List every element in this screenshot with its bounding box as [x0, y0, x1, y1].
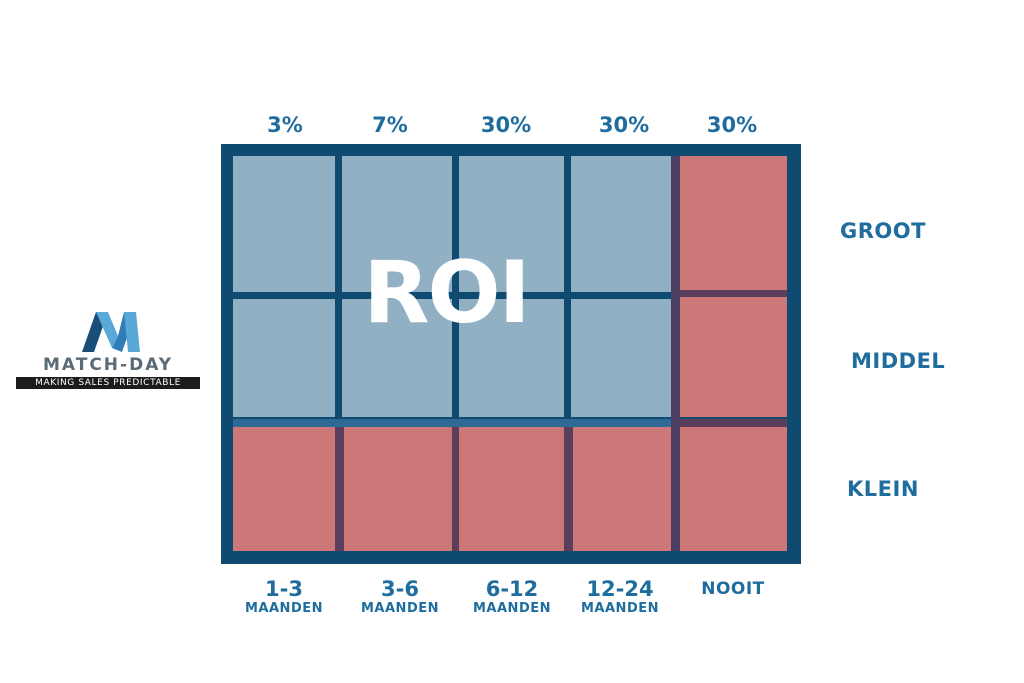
logo-name: MATCH-DAY [42, 355, 174, 375]
grid-separator-red-col [671, 156, 680, 551]
percentage-col-1: 3% [267, 113, 303, 137]
cell-groot-5 [680, 156, 787, 290]
cell-klein-5 [680, 427, 787, 551]
cell-klein-4 [573, 427, 673, 551]
match-day-logo: MATCH-DAY MAKING SALES PREDICTABLE [14, 308, 200, 392]
column-range-3: 6-12 [485, 577, 539, 601]
column-label-1: 1-3 MAANDEN [224, 577, 344, 617]
match-day-m-icon [82, 312, 140, 352]
row-label-klein: KLEIN [847, 477, 919, 501]
grid-separator-klein-3 [564, 427, 573, 551]
column-label-3: 6-12 MAANDEN [452, 577, 572, 617]
column-unit-3: MAANDEN [473, 601, 551, 616]
column-unit-4: MAANDEN [581, 601, 659, 616]
column-unit-1: MAANDEN [245, 601, 323, 616]
row-label-groot: GROOT [840, 219, 926, 243]
cell-middel-2 [342, 299, 452, 417]
cell-klein-1 [233, 427, 335, 551]
cell-klein-3 [459, 427, 564, 551]
column-range-2: 3-6 [381, 577, 419, 601]
grid-separator-red-row [233, 419, 787, 427]
percentage-col-4: 30% [598, 113, 650, 137]
cell-middel-4 [571, 299, 671, 417]
column-label-4: 12-24 MAANDEN [560, 577, 680, 617]
column-range-5: NOOIT [701, 579, 765, 599]
percentage-col-2: 7% [372, 113, 408, 137]
cell-middel-3 [459, 299, 564, 417]
cell-groot-3 [459, 156, 564, 292]
cell-klein-2 [344, 427, 452, 551]
column-label-5: NOOIT [673, 577, 793, 599]
cell-middel-1 [233, 299, 335, 417]
logo-tagline: MAKING SALES PREDICTABLE [16, 377, 200, 389]
column-range-4: 12-24 [586, 577, 654, 601]
row-label-middel: MIDDEL [851, 349, 946, 373]
grid-separator-red-sub [680, 290, 787, 297]
percentage-col-3: 30% [480, 113, 532, 137]
column-unit-2: MAANDEN [361, 601, 439, 616]
cell-middel-5 [680, 297, 787, 417]
grid-separator-klein-2 [452, 427, 459, 551]
cell-groot-2 [342, 156, 452, 292]
column-label-2: 3-6 MAANDEN [340, 577, 460, 617]
percentage-col-5: 30% [706, 113, 758, 137]
roi-matrix-grid [221, 144, 801, 564]
cell-groot-1 [233, 156, 335, 292]
grid-separator-klein-1 [335, 427, 344, 551]
grid-separator-red-sub2 [680, 419, 787, 427]
cell-groot-4 [571, 156, 671, 292]
roi-label: ROI [363, 243, 530, 343]
column-range-1: 1-3 [265, 577, 303, 601]
